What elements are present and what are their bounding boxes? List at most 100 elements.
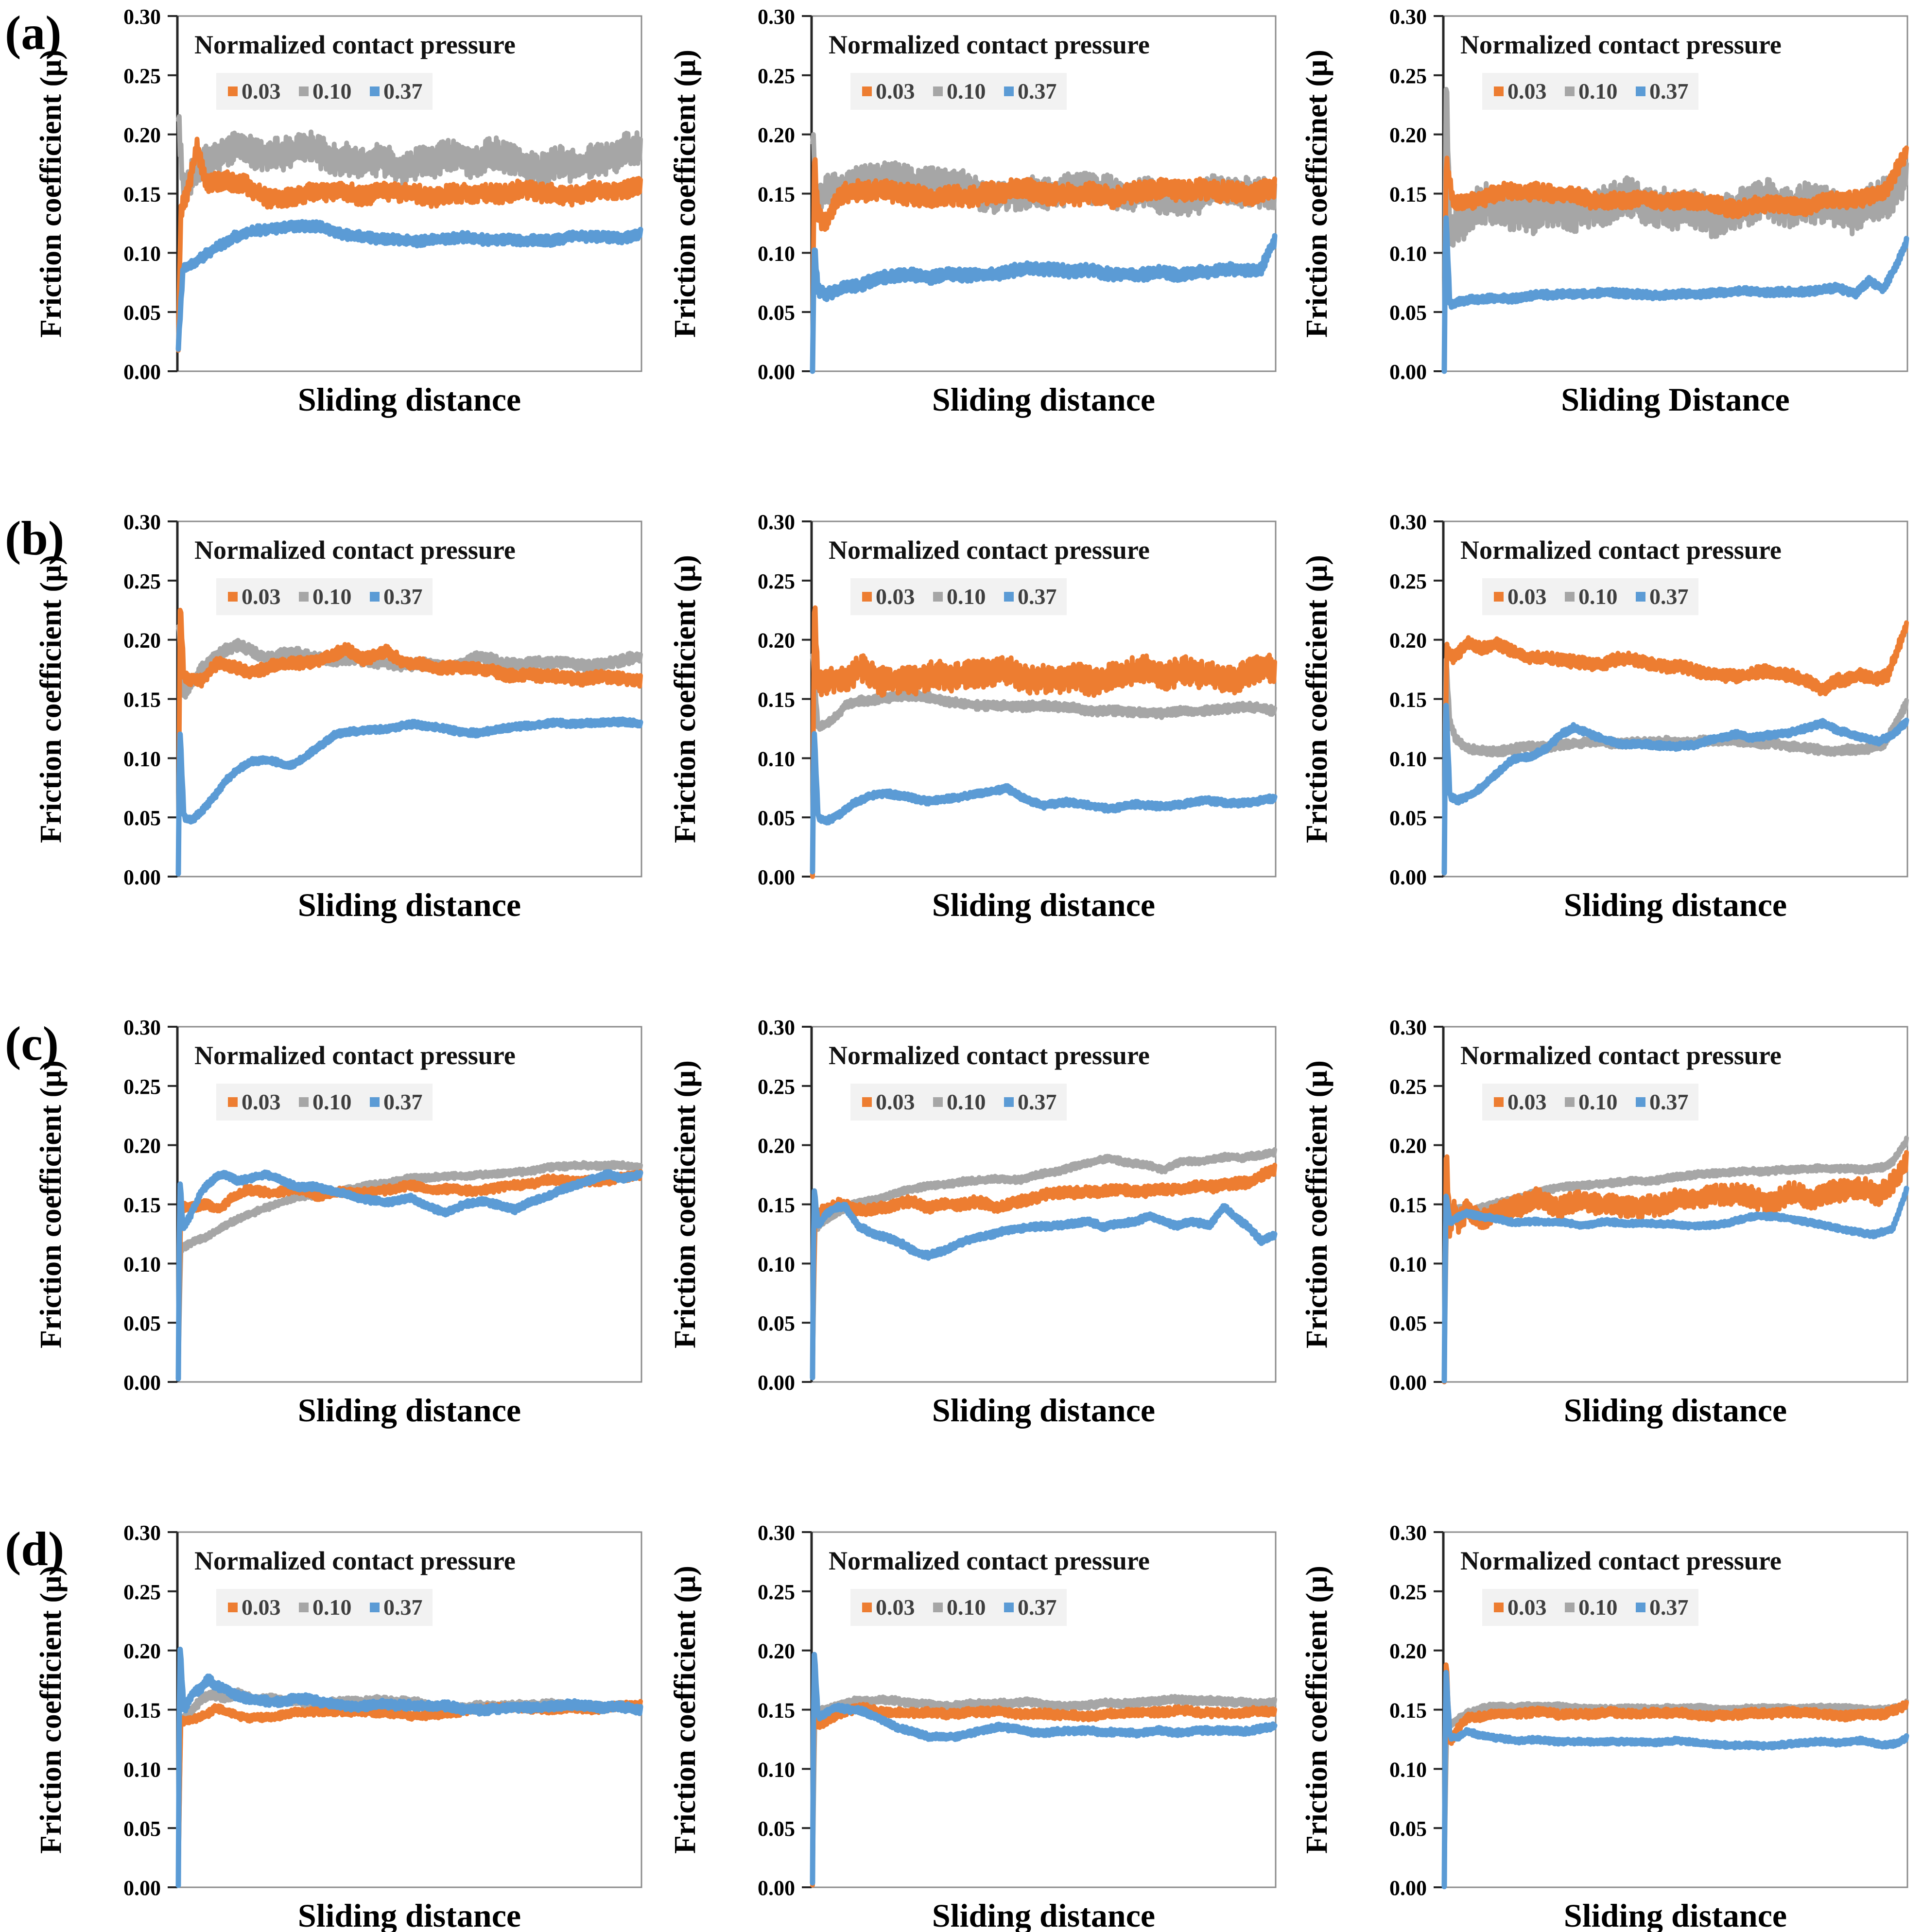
y-tick-label: 0.10: [123, 1758, 161, 1781]
y-tick-label: 0.15: [758, 1193, 795, 1217]
chart-b2: 0.00 0.05 0.10 0.15 0.20 0.25 0.30 Friction coe…: [661, 505, 1293, 933]
y-tick-label: 0.10: [1389, 242, 1427, 265]
chart-svg-d2: 0.00 0.05 0.10 0.15 0.20 0.25 0.30 Friction coe…: [669, 1521, 1278, 1932]
legend-box: [1482, 578, 1698, 615]
chart-svg-c3: 0.00 0.05 0.10 0.15 0.20 0.25 0.30 Friction coe…: [1300, 1016, 1909, 1429]
legend-label-0.37: 0.37: [1649, 79, 1689, 104]
y-tick-label: 0.25: [123, 64, 161, 88]
y-tick-label: 0.00: [123, 865, 161, 889]
y-tick-label: 0.25: [758, 1075, 795, 1099]
y-tick-label: 0.00: [1389, 360, 1427, 384]
y-tick-label: 0.05: [123, 806, 161, 830]
legend-swatch-0.37: [1636, 592, 1645, 602]
y-tick-label: 0.20: [758, 123, 795, 147]
y-tick-label: 0.20: [123, 1134, 161, 1158]
legend-label-0.37: 0.37: [1649, 584, 1689, 609]
legend-box: [1482, 73, 1698, 110]
series-line-0.03: [1442, 145, 1909, 374]
y-tick-label: 0.20: [1389, 1639, 1427, 1663]
y-axis-title: Friction coefficient (μ): [1300, 555, 1333, 843]
legend-label-0.37: 0.37: [1649, 1089, 1689, 1114]
legend-box: [1482, 1084, 1698, 1121]
legend-swatch-0.03: [862, 86, 872, 96]
legend-label-0.10: 0.10: [312, 1595, 352, 1620]
legend-label-0.37: 0.37: [1018, 79, 1057, 104]
y-tick-label: 0.10: [758, 747, 795, 771]
y-tick-label: 0.05: [1389, 1817, 1427, 1841]
chart-a1: 0.00 0.05 0.10 0.15 0.20 0.25 0.30 Friction coe…: [27, 0, 658, 428]
legend-label-0.10: 0.10: [1578, 79, 1618, 104]
legend-box: [850, 1084, 1067, 1121]
y-tick-label: 0.15: [1389, 183, 1427, 207]
y-tick-label: 0.15: [1389, 688, 1427, 712]
y-axis-title: Friction coefficient (μ): [35, 50, 68, 338]
legend-label-0.03: 0.03: [876, 79, 915, 104]
y-tick-label: 0.05: [1389, 301, 1427, 325]
y-tick-label: 0.10: [758, 1252, 795, 1276]
legend-swatch-0.03: [228, 592, 238, 602]
legend-box: [216, 1589, 433, 1626]
legend-swatch-0.10: [933, 86, 943, 96]
y-axis-title: Friction coefficient (μ): [669, 1566, 702, 1854]
y-axis-title: Friction coefficient (μ): [1300, 1060, 1333, 1348]
chart-d2: 0.00 0.05 0.10 0.15 0.20 0.25 0.30 Friction coe…: [661, 1516, 1293, 1932]
y-tick-label: 0.10: [123, 242, 161, 265]
series-line-0.10: [810, 1694, 1277, 1880]
legend-label-0.03: 0.03: [242, 584, 281, 609]
legend-swatch-0.03: [228, 1097, 238, 1107]
legend-swatch-0.10: [1565, 1097, 1575, 1107]
chart-svg-b1: 0.00 0.05 0.10 0.15 0.20 0.25 0.30 Friction coe…: [35, 510, 643, 923]
legend-swatch-0.37: [1004, 86, 1014, 96]
series-line-0.03: [1442, 1150, 1909, 1384]
y-tick-label: 0.15: [758, 183, 795, 207]
x-axis-title: Sliding distance: [932, 1897, 1155, 1932]
legend-title: Normalized contact pressure: [194, 535, 516, 565]
legend-label-0.10: 0.10: [947, 1595, 986, 1620]
chart-svg-a2: 0.00 0.05 0.10 0.15 0.20 0.25 0.30 Friction coe…: [669, 5, 1278, 418]
legend-swatch-0.37: [1004, 592, 1014, 602]
legend-swatch-0.37: [1004, 1603, 1014, 1612]
legend-label-0.03: 0.03: [876, 584, 915, 609]
y-tick-label: 0.25: [1389, 1580, 1427, 1604]
plot-frame: [176, 1026, 642, 1383]
legend-title: Normalized contact pressure: [1460, 30, 1782, 59]
legend-swatch-0.37: [1636, 1603, 1645, 1612]
legend-swatch-0.37: [1636, 86, 1645, 96]
y-tick-label: 0.00: [1389, 1876, 1427, 1900]
legend-swatch-0.10: [299, 592, 309, 602]
y-tick-label: 0.25: [123, 1580, 161, 1604]
legend-box: [850, 1589, 1067, 1626]
series-line-0.03: [810, 1687, 1277, 1888]
y-tick-label: 0.20: [1389, 629, 1427, 653]
y-tick-label: 0.00: [758, 360, 795, 384]
y-tick-label: 0.20: [123, 1639, 161, 1663]
y-tick-label: 0.10: [123, 747, 161, 771]
y-tick-label: 0.30: [123, 510, 161, 534]
legend-title: Normalized contact pressure: [194, 1041, 516, 1070]
y-axis-title: Friction coefficient (μ): [1300, 1566, 1333, 1854]
legend-label-0.37: 0.37: [383, 1595, 423, 1620]
legend-label-0.03: 0.03: [876, 1089, 915, 1114]
legend-box: [850, 73, 1067, 110]
legend-swatch-0.10: [299, 1603, 309, 1612]
y-tick-label: 0.00: [1389, 1371, 1427, 1395]
chart-a3: 0.00 0.05 0.10 0.15 0.20 0.25 0.30 Friction coe…: [1293, 0, 1922, 428]
y-tick-label: 0.30: [1389, 510, 1427, 534]
y-tick-label: 0.30: [123, 1016, 161, 1039]
legend-label-0.37: 0.37: [1649, 1595, 1689, 1620]
y-tick-label: 0.00: [123, 360, 161, 384]
series-line-0.03: [810, 157, 1277, 373]
legend-swatch-0.03: [1494, 86, 1504, 96]
x-axis-title: Sliding Distance: [1561, 381, 1789, 418]
x-axis-title: Sliding distance: [298, 1897, 521, 1932]
legend-label-0.10: 0.10: [312, 1089, 352, 1114]
y-tick-label: 0.00: [758, 865, 795, 889]
legend-label-0.37: 0.37: [383, 79, 423, 104]
legend-label-0.03: 0.03: [242, 79, 281, 104]
row-label-b: (b): [5, 511, 65, 565]
y-tick-label: 0.00: [123, 1371, 161, 1395]
x-axis-title: Sliding distance: [932, 886, 1155, 923]
y-tick-label: 0.05: [123, 1817, 161, 1841]
legend-swatch-0.03: [1494, 1097, 1504, 1107]
chart-c1: 0.00 0.05 0.10 0.15 0.20 0.25 0.30 Friction coe…: [27, 1011, 658, 1438]
